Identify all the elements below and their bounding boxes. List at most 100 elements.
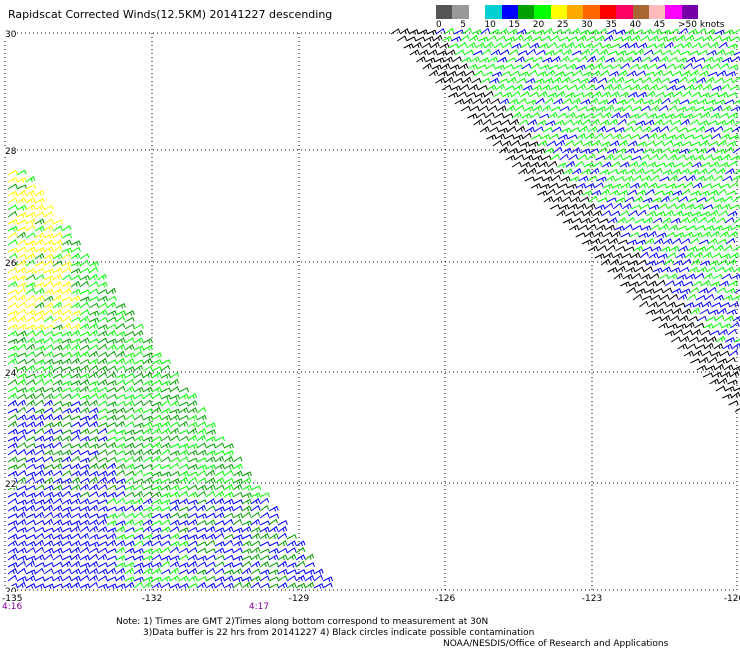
wind-barb — [133, 511, 144, 519]
wind-barb — [455, 70, 466, 77]
wind-barb — [304, 553, 315, 561]
wind-barb — [88, 470, 99, 477]
wind-barb — [720, 253, 731, 259]
wind-barb — [205, 575, 216, 582]
wind-barb — [608, 70, 619, 77]
wind-barb — [7, 498, 18, 505]
wind-barb — [61, 274, 72, 281]
wind-barb — [196, 477, 207, 484]
wind-barb — [25, 287, 36, 295]
wind-barb — [151, 576, 163, 582]
wind-barb — [648, 252, 659, 259]
wind-barb — [493, 42, 504, 49]
wind-barb — [16, 449, 27, 456]
wind-barb — [52, 359, 64, 365]
wind-barb — [649, 105, 660, 112]
wind-barb — [79, 331, 90, 337]
wind-barb — [142, 576, 154, 582]
wind-barb — [61, 490, 72, 498]
wind-barb — [625, 50, 637, 56]
wind-barb — [106, 567, 117, 575]
wind-barb — [681, 188, 691, 196]
wind-barb — [160, 512, 171, 519]
wind-barb — [79, 364, 90, 372]
wind-barb — [578, 224, 588, 231]
wind-barb — [732, 28, 740, 35]
scale-label: 20 — [532, 20, 545, 30]
wind-barb — [698, 168, 708, 175]
wind-barb — [662, 70, 673, 77]
wind-barb — [106, 539, 117, 547]
wind-barb — [88, 296, 99, 302]
wind-barb — [705, 244, 715, 252]
wind-barb — [715, 385, 726, 392]
wind-barb — [435, 77, 446, 84]
wind-barb — [34, 338, 46, 344]
wind-barb — [540, 133, 551, 140]
wind-barb — [568, 104, 579, 112]
wind-barb — [187, 540, 198, 547]
wind-barb — [723, 77, 734, 84]
wind-barb — [520, 161, 531, 168]
wind-barb — [548, 112, 558, 119]
wind-barb — [7, 408, 19, 414]
wind-barb — [25, 246, 36, 253]
wind-barb — [7, 169, 18, 176]
wind-barb — [187, 512, 198, 519]
wind-barb — [241, 548, 252, 554]
wind-barb — [508, 98, 519, 105]
wind-barb — [696, 246, 707, 252]
wind-barb — [591, 189, 602, 196]
wind-barb — [16, 259, 27, 267]
wind-barb — [499, 49, 510, 56]
wind-barb — [268, 518, 279, 526]
wind-barb — [607, 217, 618, 224]
wind-barb — [97, 462, 108, 470]
wind-barb — [559, 105, 570, 112]
wind-barb — [124, 567, 135, 575]
wind-barb — [605, 175, 616, 182]
wind-barb — [539, 113, 550, 119]
wind-barb — [70, 268, 81, 274]
wind-barb — [7, 330, 18, 337]
wind-barb — [597, 245, 607, 252]
wind-barb — [577, 154, 587, 161]
wind-barb — [579, 77, 590, 84]
wind-barb — [25, 485, 36, 491]
wind-barb — [70, 575, 81, 582]
wind-barb — [142, 421, 153, 428]
wind-barb — [561, 28, 572, 35]
wind-barb — [610, 210, 621, 217]
wind-barb — [223, 477, 234, 484]
wind-barb — [667, 323, 678, 329]
wind-barb — [34, 345, 46, 351]
wind-barb — [711, 85, 723, 92]
wind-barb — [151, 422, 163, 428]
wind-barb — [544, 97, 554, 105]
wind-barb — [7, 513, 18, 519]
wind-barb — [169, 462, 180, 470]
wind-barb — [214, 490, 225, 498]
wind-barb — [490, 98, 501, 105]
wind-barb — [694, 154, 705, 161]
wind-barb — [585, 132, 595, 140]
wind-barb — [151, 491, 162, 498]
wind-barb — [723, 195, 733, 203]
wind-barb — [629, 231, 640, 238]
wind-barb — [722, 294, 733, 301]
wind-barb — [675, 203, 686, 210]
wind-barb — [7, 253, 18, 260]
wind-barb — [693, 301, 704, 308]
wind-barb — [623, 175, 634, 182]
wind-barb — [712, 273, 723, 280]
wind-barb — [679, 50, 691, 56]
wind-barb — [598, 99, 609, 105]
wind-barb — [16, 184, 28, 190]
wind-barb — [627, 189, 638, 196]
wind-barb — [709, 92, 720, 98]
wind-barb — [7, 183, 18, 190]
wind-barb — [632, 293, 643, 301]
wind-barb — [719, 231, 729, 238]
wind-barb — [25, 274, 36, 281]
wind-barb — [573, 189, 584, 196]
